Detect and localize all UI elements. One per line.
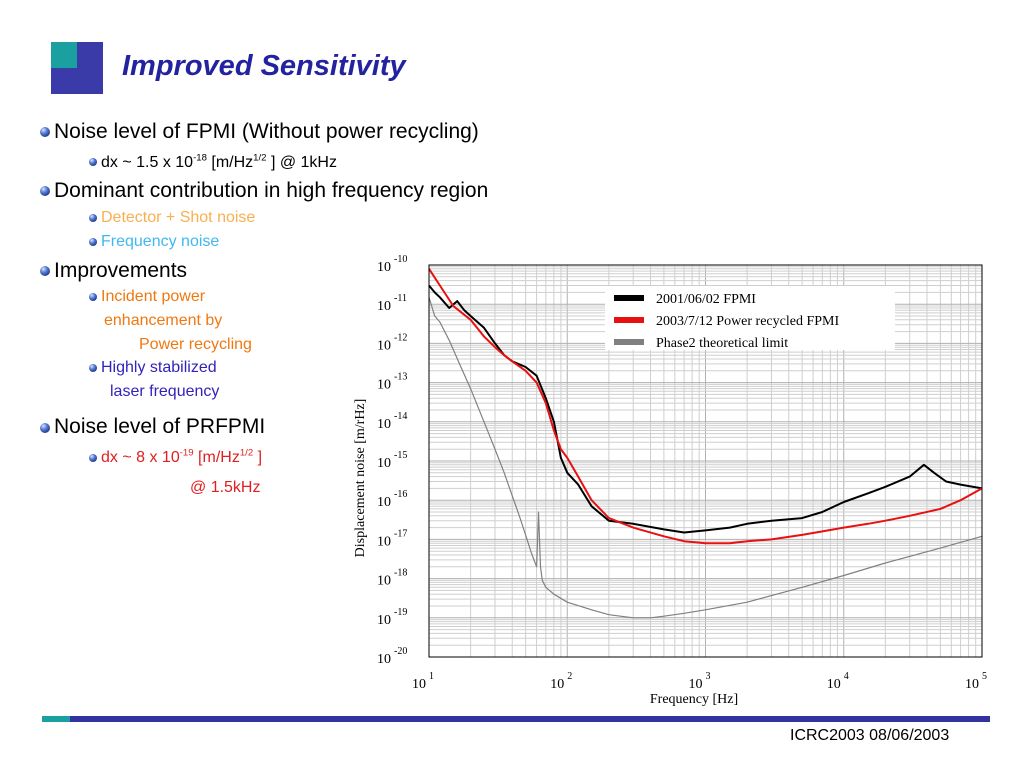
series-line-2003-7-12-power-recycled-fpmi: [428, 268, 983, 545]
bullet-dominant-contribution: Dominant contribution in high frequency …: [54, 179, 489, 202]
y-tick-label: 10-19: [377, 607, 407, 628]
bullet-icon: [40, 423, 50, 433]
plot-frame: [428, 264, 983, 658]
x-tick-label: 104: [827, 671, 849, 692]
y-tick-label: 10-10: [377, 254, 407, 275]
y-tick-label: 10-12: [377, 332, 407, 353]
incident-power-line1: Incident power: [101, 288, 206, 305]
y-tick-label: 10-16: [377, 489, 407, 510]
x-tick-label: 105: [965, 671, 987, 692]
footer-divider-accent: [42, 716, 70, 722]
detector-shot-noise: Detector + Shot noise: [101, 209, 256, 226]
y-tick-label: 10-13: [377, 372, 407, 393]
series-line-2001-06-02-fpmi: [428, 284, 983, 534]
y-tick-label: 10-11: [377, 293, 407, 314]
x-tick-label: 102: [550, 671, 572, 692]
bullet-icon: [40, 186, 50, 196]
bullet-icon: [89, 293, 97, 301]
incident-power-line3: Power recycling: [139, 336, 252, 353]
footer-date: ICRC2003 08/06/2003: [790, 727, 950, 744]
slide-title: Improved Sensitivity: [122, 50, 406, 82]
y-tick-label: 10-15: [377, 450, 407, 471]
bullet-icon: [40, 266, 50, 276]
stabilized-laser-line2: laser frequency: [110, 383, 220, 400]
y-tick-label: 10-20: [377, 646, 407, 667]
legend-background: [605, 286, 895, 350]
y-tick-label: 10-17: [377, 528, 407, 549]
bullet-icon: [89, 454, 97, 462]
x-tick-label: 103: [689, 671, 711, 692]
y-axis-label: Displacement noise [m/rHz]: [353, 399, 368, 558]
prfpmi-noise-value: dx ~ 8 x 10-19 [m/Hz1/2 ]: [101, 447, 263, 466]
x-tick-label: 101: [412, 671, 434, 692]
bullet-icon: [89, 214, 97, 222]
legend-label: Phase2 theoretical limit: [656, 336, 788, 351]
bullet-noise-prfpmi: Noise level of PRFPMI: [54, 415, 266, 438]
fpmi-noise-value: dx ~ 1.5 x 10-18 [m/Hz1/2 ] @ 1kHz: [101, 152, 337, 171]
series-line-phase2-theoretical-limit: [428, 297, 983, 619]
bullet-improvements: Improvements: [54, 259, 188, 282]
legend: 2001/06/02 FPMI 2003/7/12 Power recycled …: [605, 286, 895, 351]
incident-power-line2: enhancement by: [104, 312, 223, 329]
bullet-noise-fpmi: Noise level of FPMI (Without power recyc…: [54, 120, 479, 143]
bullet-icon: [89, 238, 97, 246]
logo-square-teal: [51, 42, 77, 68]
bullet-icon: [40, 127, 50, 137]
bullet-icon: [89, 364, 97, 372]
footer-divider: [42, 716, 990, 722]
y-tick-label: 10-18: [377, 568, 407, 589]
x-axis-label: Frequency [Hz]: [650, 692, 738, 707]
grid-lines: [428, 265, 982, 658]
tick-labels: 101 102 103 104 105 10-10 10-11 10-12 10-13 10-14…: [377, 254, 987, 692]
legend-label: 2001/06/02 FPMI: [656, 292, 756, 307]
frequency-noise: Frequency noise: [101, 233, 220, 250]
y-tick-label: 10-14: [377, 411, 407, 432]
prfpmi-noise-frequency: @ 1.5kHz: [190, 479, 261, 496]
stabilized-laser-line1: Highly stabilized: [101, 359, 217, 376]
bullet-icon: [89, 158, 97, 166]
legend-label: 2003/7/12 Power recycled FPMI: [656, 314, 839, 329]
series-layer: [428, 268, 983, 619]
